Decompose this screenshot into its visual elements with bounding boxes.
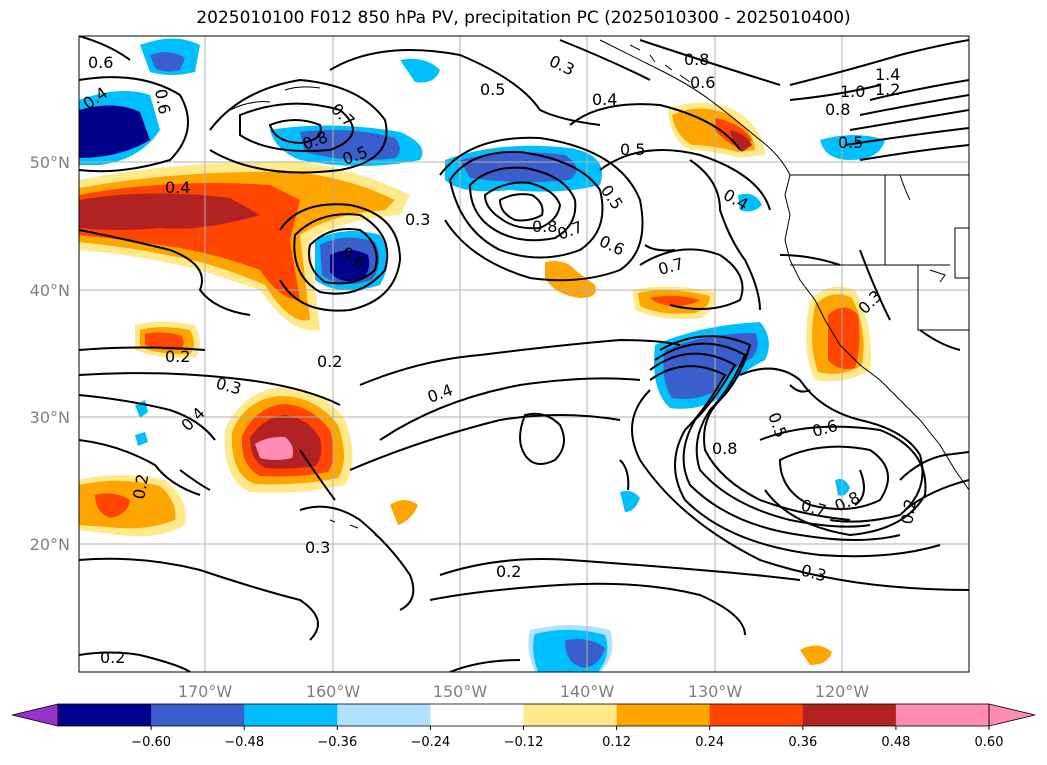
contour-label: 1.2 xyxy=(875,80,900,99)
contour-label: 0.8 xyxy=(684,50,709,69)
contour-label: 0.8 xyxy=(532,217,557,236)
colorbar-under xyxy=(11,703,59,727)
colorbar-tick-label: −0.36 xyxy=(317,735,357,750)
lat-label: 20°N xyxy=(30,535,70,554)
lon-label: 170°W xyxy=(178,682,233,701)
contour-label: 0.2 xyxy=(897,497,920,525)
contour-label: 0.2 xyxy=(165,347,190,366)
contour-label: 0.3 xyxy=(305,538,330,557)
contour-label: 0.6 xyxy=(151,87,174,115)
colorbar-tick-label: 0.24 xyxy=(695,735,724,750)
colorbar-bin xyxy=(709,704,804,726)
lat-label: 40°N xyxy=(30,281,70,300)
lon-label: 150°W xyxy=(433,682,488,701)
gridlines xyxy=(79,36,969,672)
colorbar-ticks: −0.60 −0.48 −0.36 −0.24 −0.12 0.12 0.24 0.36 0.4… xyxy=(131,726,1003,750)
contour-label: 0.2 xyxy=(129,472,152,500)
lat-labels: 50°N 40°N 30°N 20°N xyxy=(30,153,70,554)
colorbar-tick-label: 0.48 xyxy=(881,735,910,750)
lat-label: 50°N xyxy=(30,153,70,172)
lon-labels: 170°W 160°W 150°W 140°W 130°W 120°W xyxy=(178,682,870,701)
colorbar-bin xyxy=(895,704,990,726)
colorbar-tick-label: 0.36 xyxy=(788,735,817,750)
contour-label: 0.2 xyxy=(317,352,342,371)
contour-label: 0.5 xyxy=(620,140,645,159)
shade-neg-nw-core xyxy=(79,105,150,158)
contour-label: 1.0 xyxy=(840,82,865,101)
colorbar-tick-label: −0.48 xyxy=(224,735,264,750)
coastlines xyxy=(229,39,969,541)
colorbar-bins xyxy=(58,704,990,726)
colorbar-bin xyxy=(616,704,711,726)
contour-label: 0.5 xyxy=(838,133,863,152)
contour-label: 0.4 xyxy=(592,90,617,109)
colorbar-bin xyxy=(58,704,152,726)
colorbar-tick-label: −0.12 xyxy=(504,735,544,750)
colorbar-tick-label: −0.60 xyxy=(131,735,171,750)
colorbar-tick-label: 0.12 xyxy=(602,735,631,750)
contour-label: 0.6 xyxy=(88,53,113,72)
shade-pos-core xyxy=(79,193,260,230)
colorbar-over xyxy=(988,703,1036,727)
colorbar-bin xyxy=(430,704,524,726)
contour-label: 0.8 xyxy=(825,100,850,119)
contour-label: 1.4 xyxy=(875,65,900,84)
lon-label: 120°W xyxy=(815,682,870,701)
contour-label: 0.5 xyxy=(480,80,505,99)
colorbar-bin xyxy=(151,704,245,726)
colorbar: −0.60 −0.48 −0.36 −0.24 −0.12 0.12 0.24 0.36 0.4… xyxy=(11,703,1036,750)
contour-label: 0.2 xyxy=(100,648,125,667)
colorbar-tick-label: 0.60 xyxy=(975,735,1004,750)
map-plot: 0.6 0.4 0.6 0.3 0.8 0.6 1.4 1.2 1.0 0.8 … xyxy=(79,36,969,672)
contour-label: 0.2 xyxy=(496,562,521,581)
lat-label: 30°N xyxy=(30,408,70,427)
contour-label: 0.4 xyxy=(165,178,190,197)
lon-label: 130°W xyxy=(688,682,743,701)
map-title: 2025010100 F012 850 hPa PV, precipitatio… xyxy=(196,8,851,28)
contour-label: 0.3 xyxy=(405,210,430,229)
colorbar-bin xyxy=(244,704,338,726)
colorbar-tick-label: −0.24 xyxy=(410,735,450,750)
plot-frame xyxy=(78,35,970,673)
pv-contours xyxy=(79,36,969,672)
lon-label: 160°W xyxy=(306,682,361,701)
colorbar-bin xyxy=(523,704,618,726)
colorbar-bin xyxy=(337,704,431,726)
contour-label: 0.6 xyxy=(690,73,715,92)
colorbar-bin xyxy=(802,704,897,726)
lon-label: 140°W xyxy=(560,682,615,701)
contour-label: 0.8 xyxy=(712,439,737,458)
